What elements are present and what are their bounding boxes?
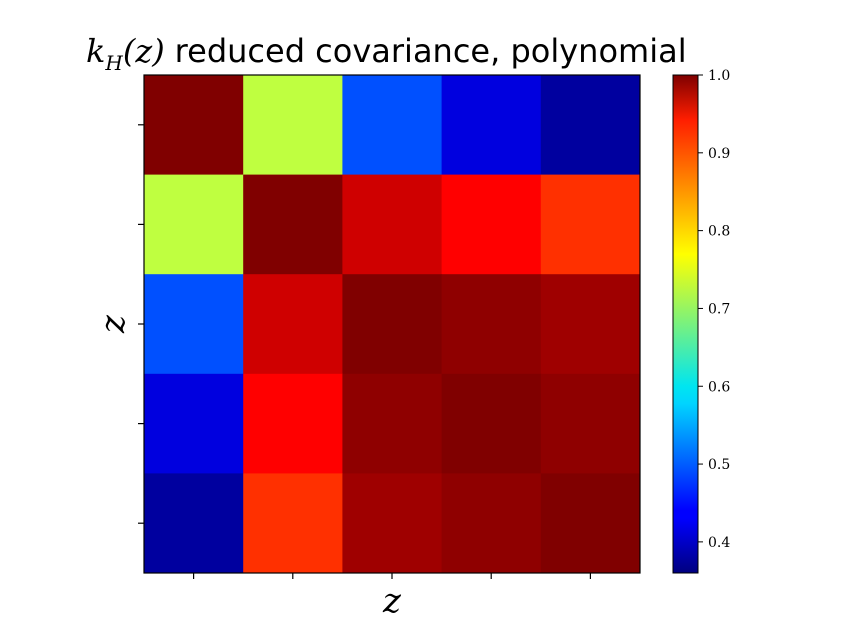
colorbar-tick-label-0: 1.0 <box>708 68 730 84</box>
heatmap-cell-0-2 <box>342 75 443 176</box>
heatmap-cell-0-1 <box>243 75 343 176</box>
colorbar-tick-label-3: 0.7 <box>708 301 730 317</box>
heatmap-cell-2-1 <box>243 274 343 375</box>
colorbar-tick-label-4: 0.6 <box>708 379 730 395</box>
colorbar-tick-label-5: 0.5 <box>708 457 730 473</box>
heatmap-cell-0-4 <box>540 75 641 176</box>
x-ticks <box>193 573 592 579</box>
heatmap-cell-2-2 <box>342 274 443 375</box>
title-math-subscript: H <box>104 51 123 75</box>
x-axis-label: z <box>382 581 402 621</box>
heatmap-cell-4-3 <box>441 473 542 574</box>
heatmap-cell-4-2 <box>342 473 443 574</box>
heatmap-cell-0-0 <box>144 75 244 176</box>
heatmap-cell-3-4 <box>540 373 641 474</box>
title-math-args: (z) <box>123 32 165 70</box>
heatmap-cell-3-3 <box>441 373 542 474</box>
title-math-k: k <box>86 32 105 70</box>
chart-title: kH(z) reduced covariance, polynomial <box>86 32 687 75</box>
heatmap-cell-4-0 <box>144 473 244 574</box>
heatmap-cell-3-2 <box>342 373 443 474</box>
heatmap-cell-4-1 <box>243 473 343 574</box>
heatmap-cell-1-1 <box>243 174 343 275</box>
heatmap-cell-3-0 <box>144 373 244 474</box>
heatmap-cell-0-3 <box>441 75 542 176</box>
colorbar-tick-label-2: 0.8 <box>708 224 730 240</box>
y-ticks <box>138 124 144 524</box>
heatmap-cell-2-4 <box>540 274 641 375</box>
heatmap-cell-1-2 <box>342 174 443 275</box>
heatmap-cell-2-3 <box>441 274 542 375</box>
colorbar-tick-label-6: 0.4 <box>708 535 730 551</box>
colorbar-ticks: 1.0 0.9 0.8 0.7 0.6 0.5 0.4 <box>698 68 730 551</box>
heatmap-cell-4-4 <box>540 473 641 574</box>
title-text: reduced covariance, polynomial <box>175 32 687 70</box>
colorbar <box>672 74 699 574</box>
heatmap-cell-2-0 <box>144 274 244 375</box>
heatmap-cell-1-4 <box>540 174 641 275</box>
heatmap-cell-3-1 <box>243 373 343 474</box>
y-axis-label: z <box>93 314 133 334</box>
colorbar-tick-label-1: 0.9 <box>708 146 730 162</box>
heatmap-cells <box>144 75 641 574</box>
heatmap-cell-1-3 <box>441 174 542 275</box>
heatmap-cell-1-0 <box>144 174 244 275</box>
